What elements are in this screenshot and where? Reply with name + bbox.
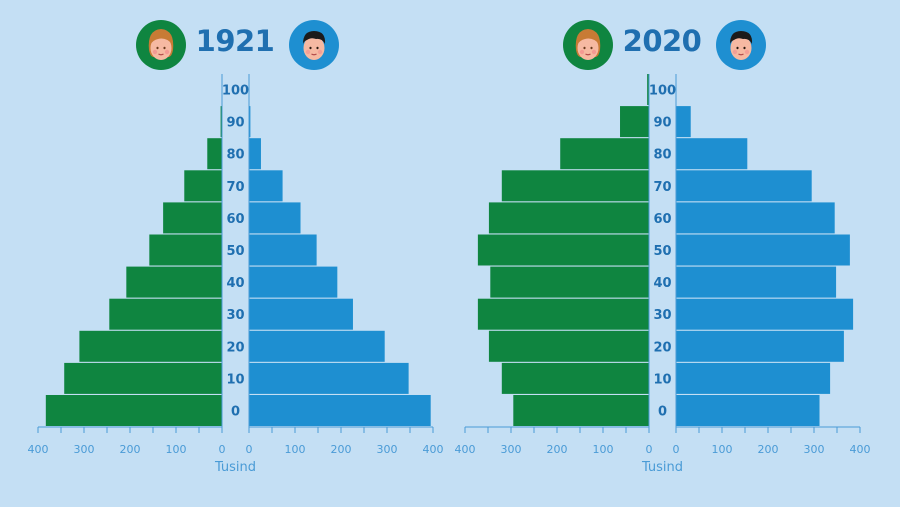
female-bar xyxy=(163,202,222,234)
age-label: 40 xyxy=(226,276,244,291)
female-bar xyxy=(488,202,649,234)
age-label: 90 xyxy=(653,116,671,131)
female-bar xyxy=(513,395,649,426)
age-label: 40 xyxy=(653,276,671,291)
x-tick-label: 400 xyxy=(28,443,49,456)
x-tick-label: 0 xyxy=(646,443,653,456)
x-tick-label: 0 xyxy=(219,443,226,456)
age-label: 80 xyxy=(653,148,671,163)
female-bar xyxy=(79,330,223,362)
x-tick-label: 100 xyxy=(712,443,733,456)
male-bar xyxy=(676,106,691,138)
female-bar xyxy=(149,234,222,266)
female-bar xyxy=(490,266,649,298)
male-bar xyxy=(676,330,844,362)
pyramid-2020: 2020 0 10 20 30 40 50 60 70 80 90 100 400 400 300 300 2… xyxy=(427,0,877,507)
age-label: 60 xyxy=(226,212,244,227)
female-bar xyxy=(109,298,222,330)
male-bar xyxy=(676,202,835,234)
age-label: 30 xyxy=(226,308,244,323)
male-face-icon xyxy=(716,20,766,70)
age-label: 100 xyxy=(649,84,676,99)
female-bar xyxy=(126,266,222,298)
x-tick-label: 200 xyxy=(331,443,352,456)
male-bar xyxy=(249,330,385,362)
chart-title: 1921 xyxy=(195,24,275,58)
age-label: 30 xyxy=(653,308,671,323)
male-bar xyxy=(249,266,338,298)
age-label: 80 xyxy=(226,148,244,163)
x-tick-label: 300 xyxy=(74,443,95,456)
age-label: 20 xyxy=(226,340,244,355)
x-tick-label: 200 xyxy=(547,443,568,456)
x-tick-label: 400 xyxy=(850,443,871,456)
female-bar xyxy=(477,298,649,330)
male-bar xyxy=(249,362,409,394)
chart-title: 2020 xyxy=(622,24,702,58)
male-bar xyxy=(676,138,748,170)
x-axis-title: Tusind xyxy=(214,460,256,475)
male-bar xyxy=(249,298,353,330)
chart-plot-area: 0 10 20 30 40 50 60 70 80 90 100 400 400 300 300 200 200… xyxy=(455,74,871,475)
male-bar xyxy=(676,395,820,426)
x-tick-label: 0 xyxy=(673,443,680,456)
chart-plot-area: 0 10 20 30 40 50 60 70 80 90 100 400 400 300 300 200 200… xyxy=(28,74,444,475)
male-bar xyxy=(676,266,837,298)
male-bar xyxy=(676,362,831,394)
age-label: 10 xyxy=(653,372,671,387)
x-tick-label: 400 xyxy=(423,443,444,456)
male-bar xyxy=(249,106,251,138)
age-label: 70 xyxy=(226,180,244,195)
female-bar xyxy=(501,170,649,202)
age-label: 60 xyxy=(653,212,671,227)
female-bar xyxy=(647,74,649,105)
pyramid-1921: 1921 0 10 20 30 40 50 60 70 80 90 100 400 400 300 300 2… xyxy=(28,20,444,475)
x-tick-label: 300 xyxy=(501,443,522,456)
age-label: 0 xyxy=(231,405,240,420)
x-tick-label: 300 xyxy=(377,443,398,456)
x-tick-label: 0 xyxy=(246,443,253,456)
age-label: 70 xyxy=(653,180,671,195)
female-bar xyxy=(45,395,222,426)
female-bar xyxy=(488,330,649,362)
x-tick-label: 100 xyxy=(166,443,187,456)
male-bar xyxy=(676,234,850,266)
x-axis-title: Tusind xyxy=(641,460,683,475)
age-label: 50 xyxy=(653,244,671,259)
age-label: 90 xyxy=(226,116,244,131)
male-bar xyxy=(249,138,261,170)
male-bar xyxy=(249,202,301,234)
male-bar xyxy=(249,395,431,426)
female-face-icon xyxy=(136,20,186,70)
age-label: 50 xyxy=(226,244,244,259)
male-face-icon xyxy=(289,20,339,70)
male-bar xyxy=(249,170,283,202)
female-bar xyxy=(620,106,649,138)
male-bar xyxy=(676,170,812,202)
x-tick-label: 200 xyxy=(758,443,779,456)
age-label: 20 xyxy=(653,340,671,355)
age-label: 100 xyxy=(222,84,249,99)
x-tick-label: 300 xyxy=(804,443,825,456)
female-bar xyxy=(560,138,649,170)
age-label: 0 xyxy=(658,405,667,420)
female-bar xyxy=(501,362,649,394)
age-label: 10 xyxy=(226,372,244,387)
male-bar xyxy=(676,298,854,330)
x-tick-label: 100 xyxy=(285,443,306,456)
female-bar xyxy=(220,106,222,138)
female-face-icon xyxy=(563,20,613,70)
x-tick-label: 200 xyxy=(120,443,141,456)
x-tick-label: 100 xyxy=(593,443,614,456)
female-bar xyxy=(477,234,649,266)
x-tick-label: 400 xyxy=(455,443,476,456)
female-bar xyxy=(184,170,222,202)
male-bar xyxy=(249,234,317,266)
female-bar xyxy=(64,362,222,394)
female-bar xyxy=(207,138,222,170)
